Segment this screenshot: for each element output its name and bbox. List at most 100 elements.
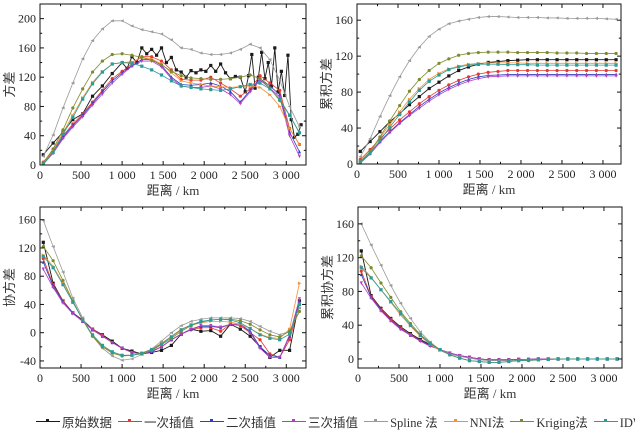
data-point <box>90 328 95 332</box>
data-point <box>258 85 263 90</box>
data-point <box>545 63 549 67</box>
data-point <box>277 78 282 82</box>
y-tick-label: 160 <box>336 217 354 231</box>
data-point <box>248 334 252 338</box>
data-point <box>585 357 590 361</box>
data-point <box>525 15 530 20</box>
data-point <box>243 90 247 94</box>
data-point <box>209 63 213 68</box>
data-point <box>248 82 252 87</box>
data-point <box>169 55 173 60</box>
data-point <box>388 283 393 288</box>
data-point <box>457 53 461 57</box>
data-point <box>458 356 462 360</box>
x-tick-label: 2 500 <box>549 371 576 385</box>
legend-label: 二次插值 <box>226 415 277 430</box>
data-point <box>584 58 589 62</box>
data-point <box>604 68 608 73</box>
data-point <box>120 19 124 23</box>
data-point <box>61 132 65 136</box>
data-point <box>287 348 292 352</box>
data-point <box>535 74 539 78</box>
y-tick-label: 120 <box>336 251 354 265</box>
series-line <box>42 261 300 358</box>
data-point <box>208 52 213 57</box>
data-point <box>41 267 45 272</box>
x-tick-label: 2 000 <box>191 371 218 385</box>
data-point <box>388 130 392 135</box>
data-point <box>417 77 421 82</box>
data-point <box>576 357 580 361</box>
data-point <box>130 53 134 57</box>
data-point <box>209 77 213 81</box>
data-point <box>219 62 223 66</box>
data-point <box>120 72 124 77</box>
data-point <box>90 70 95 74</box>
data-point <box>169 335 173 339</box>
data-point <box>436 27 441 31</box>
data-point <box>297 306 302 310</box>
y-tick-label: 160 <box>18 41 36 55</box>
data-point <box>476 62 480 66</box>
data-point <box>263 77 267 81</box>
y-tick-label: 120 <box>335 49 353 63</box>
data-point <box>447 83 451 87</box>
data-point <box>228 51 233 55</box>
data-point <box>438 348 442 352</box>
data-point <box>110 62 114 66</box>
data-point <box>408 323 413 327</box>
data-point <box>565 68 569 73</box>
data-point <box>273 46 277 50</box>
data-point <box>287 332 292 336</box>
data-point <box>268 355 272 360</box>
y-tick-label: 80 <box>342 284 354 298</box>
data-point <box>555 63 559 67</box>
data-point <box>614 74 618 78</box>
data-point <box>545 58 549 62</box>
data-point <box>209 324 213 328</box>
data-point <box>566 357 570 361</box>
data-point <box>447 87 451 92</box>
data-point <box>209 328 213 333</box>
data-point <box>100 343 104 348</box>
data-point <box>159 32 164 36</box>
data-point <box>467 356 472 360</box>
x-tick-label: 500 <box>390 371 408 385</box>
data-point <box>238 75 242 79</box>
data-point <box>584 63 589 67</box>
data-point <box>260 50 264 54</box>
data-point <box>565 58 569 62</box>
data-point <box>556 357 560 361</box>
legend-marker <box>374 419 378 422</box>
data-point <box>179 324 183 328</box>
data-point <box>604 63 608 67</box>
y-tick-label: 160 <box>18 213 36 227</box>
data-point <box>90 82 95 86</box>
data-point <box>81 97 85 101</box>
data-point <box>594 58 599 62</box>
data-point <box>297 281 302 285</box>
data-point <box>358 155 362 159</box>
x-tick-label: 1 000 <box>109 371 136 385</box>
data-point <box>130 350 134 355</box>
y-tick-label: 80 <box>24 99 36 113</box>
data-point <box>276 90 280 94</box>
data-point <box>278 95 282 99</box>
data-point <box>594 16 599 20</box>
data-point <box>61 128 65 132</box>
data-point <box>287 126 292 131</box>
data-point <box>286 53 290 57</box>
legend-label: 原始数据 <box>62 415 113 430</box>
y-tick-label: 0 <box>30 326 36 340</box>
data-point <box>130 353 134 357</box>
legend-marker <box>453 419 457 422</box>
data-point <box>496 62 500 66</box>
x-axis-title: 距离 / km <box>147 183 200 198</box>
data-point <box>51 150 55 155</box>
data-point <box>476 72 480 76</box>
x-tick-label: 1 500 <box>466 167 493 181</box>
data-point <box>71 115 75 120</box>
series-line <box>359 16 617 158</box>
data-point <box>388 119 392 123</box>
data-point <box>525 74 530 78</box>
